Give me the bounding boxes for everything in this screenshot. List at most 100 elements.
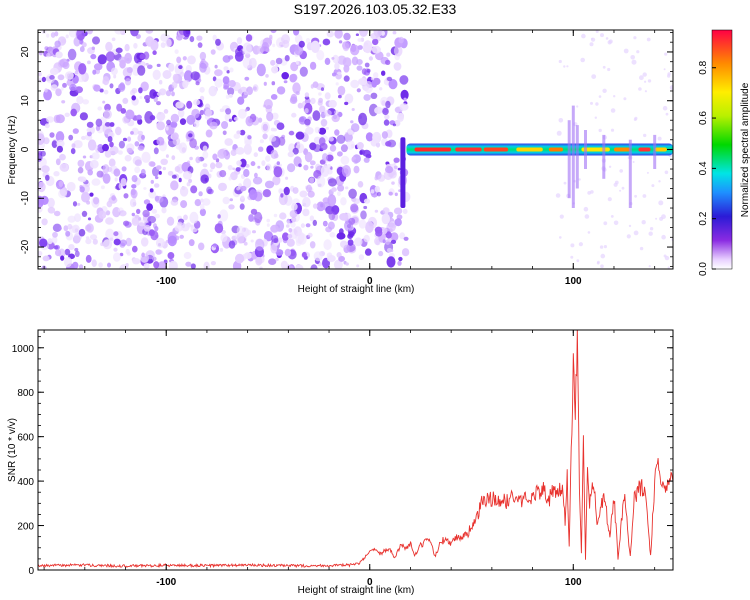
noise-speck — [351, 108, 355, 111]
noise-speck — [156, 121, 165, 131]
noise-speck — [64, 248, 71, 256]
noise-speck — [229, 198, 233, 202]
noise-speck — [149, 115, 156, 121]
noise-speck — [383, 119, 390, 126]
snr-plot-background — [38, 330, 673, 570]
noise-speck — [221, 122, 226, 127]
noise-speck — [289, 96, 298, 104]
noise-speck — [337, 71, 342, 76]
noise-speck — [325, 126, 330, 130]
noise-speck — [256, 63, 266, 77]
noise-speck — [143, 199, 151, 205]
noise-speck — [667, 74, 671, 78]
noise-speck — [181, 147, 186, 153]
y-tick-label: 0 — [28, 566, 34, 577]
noise-speck — [393, 207, 403, 215]
noise-speck — [157, 261, 167, 269]
spectrogram-noise-field — [38, 30, 673, 269]
noise-speck — [178, 65, 183, 70]
noise-speck — [199, 51, 207, 61]
noise-speck — [338, 94, 342, 99]
noise-speck — [102, 100, 106, 104]
noise-speck — [55, 131, 65, 143]
noise-speck — [340, 144, 348, 153]
noise-speck — [159, 79, 163, 85]
noise-speck — [283, 80, 288, 84]
noise-speck — [320, 165, 330, 177]
noise-speck — [363, 157, 370, 163]
noise-speck — [113, 74, 117, 79]
noise-speck — [182, 170, 192, 180]
noise-speck — [122, 97, 129, 104]
noise-speck — [298, 163, 302, 168]
noise-speck — [662, 105, 668, 111]
noise-speck — [284, 55, 290, 62]
noise-speck — [208, 85, 218, 97]
noise-speck — [72, 201, 78, 207]
noise-speck — [98, 210, 107, 219]
noise-speck — [153, 147, 159, 155]
noise-speck — [563, 181, 567, 185]
noise-speck — [66, 79, 72, 86]
noise-speck — [127, 136, 132, 142]
noise-speck — [299, 66, 308, 77]
noise-speck — [290, 221, 296, 228]
noise-speck — [374, 185, 380, 193]
noise-speck — [113, 252, 121, 262]
noise-speck — [353, 165, 360, 174]
y-tick-label: 0 — [20, 146, 31, 152]
noise-speck — [327, 221, 335, 230]
noise-speck — [648, 265, 651, 268]
noise-speck — [72, 128, 79, 134]
noise-speck — [161, 207, 167, 214]
noise-speck — [198, 191, 203, 197]
noise-speck — [182, 56, 187, 61]
noise-speck — [155, 176, 159, 180]
noise-speck — [199, 62, 207, 73]
noise-speck — [119, 252, 124, 257]
noise-speck — [638, 87, 642, 91]
noise-speck — [393, 157, 400, 163]
noise-speck — [329, 144, 337, 152]
noise-speck — [228, 240, 236, 249]
noise-speck — [202, 145, 208, 152]
noise-speck — [104, 150, 112, 158]
noise-speck — [647, 79, 652, 83]
noise-speck — [82, 99, 89, 105]
noise-speck — [165, 90, 172, 97]
noise-speck — [59, 153, 66, 161]
noise-speck — [336, 134, 346, 144]
noise-speck — [364, 62, 370, 68]
noise-speck — [41, 218, 48, 226]
noise-speck — [109, 83, 114, 89]
noise-speck — [143, 263, 150, 269]
noise-speck — [641, 220, 646, 225]
y-tick-label: 1000 — [12, 344, 35, 355]
noise-speck — [38, 199, 44, 208]
x-tick-label: -100 — [156, 577, 176, 588]
noise-speck — [125, 109, 135, 120]
noise-speck — [610, 108, 616, 113]
noise-speck — [332, 72, 337, 77]
noise-speck — [237, 96, 245, 105]
noise-speck — [273, 166, 283, 178]
noise-speck — [235, 253, 245, 264]
noise-speck — [118, 140, 125, 149]
noise-speck — [303, 164, 309, 171]
signal-band-core — [654, 147, 667, 152]
noise-speck — [134, 141, 140, 147]
noise-speck — [183, 214, 188, 221]
noise-speck — [278, 188, 283, 194]
noise-speck — [305, 37, 311, 44]
noise-speck — [85, 238, 92, 245]
noise-speck — [589, 42, 594, 47]
noise-speck — [559, 214, 564, 219]
noise-speck — [103, 109, 112, 120]
noise-speck — [320, 118, 328, 127]
noise-speck — [642, 72, 647, 77]
noise-speck — [189, 36, 195, 43]
noise-speck — [358, 77, 368, 86]
y-tick-label: 800 — [17, 388, 34, 399]
